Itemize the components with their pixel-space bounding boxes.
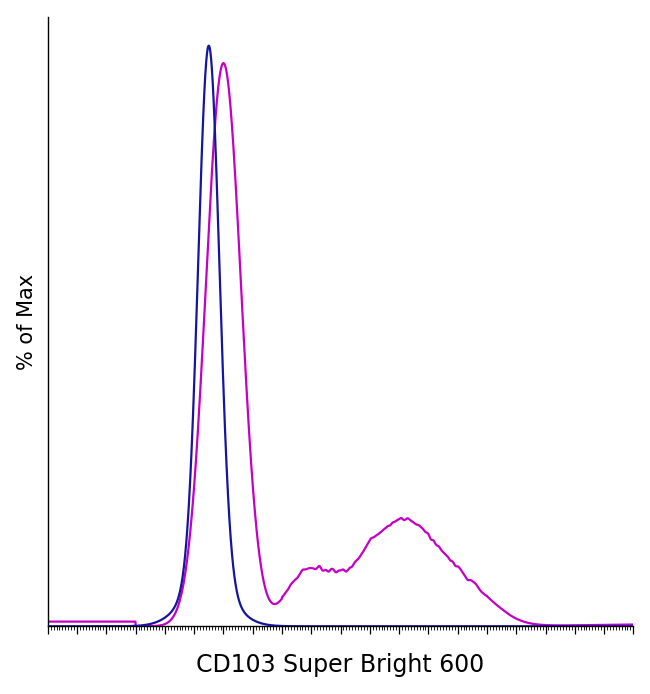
X-axis label: CD103 Super Bright 600: CD103 Super Bright 600 <box>196 653 485 677</box>
Y-axis label: % of Max: % of Max <box>17 273 36 369</box>
